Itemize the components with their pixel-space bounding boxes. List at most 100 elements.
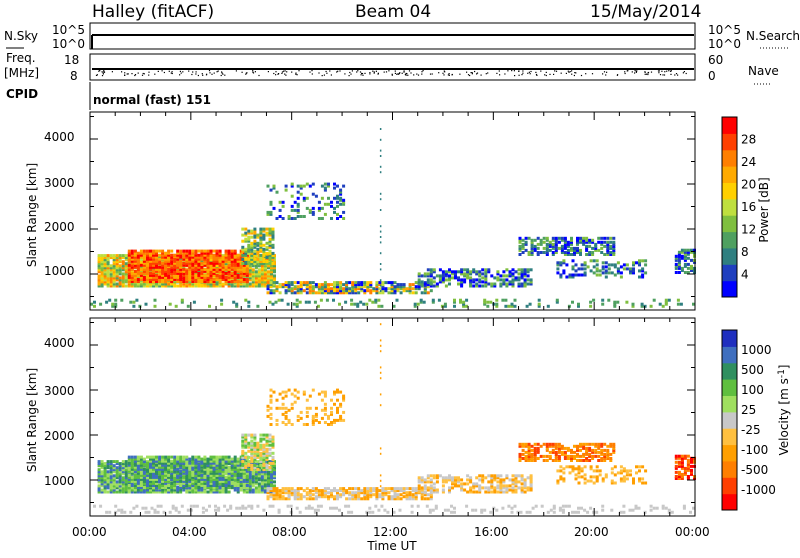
heatmap-cell bbox=[137, 456, 140, 459]
heatmap-cell bbox=[524, 278, 527, 281]
heatmap-cell bbox=[282, 201, 285, 204]
heatmap-cell bbox=[556, 261, 559, 264]
heatmap-cell bbox=[596, 259, 599, 262]
heatmap-cell bbox=[197, 464, 200, 467]
heatmap-cell bbox=[297, 191, 300, 194]
heatmap-cell bbox=[430, 484, 433, 487]
heatmap-cell bbox=[481, 280, 484, 283]
heatmap-cell bbox=[101, 460, 104, 463]
heatmap-cell bbox=[285, 497, 288, 500]
heatmap-cell bbox=[687, 249, 690, 252]
heatmap-cell bbox=[267, 211, 270, 214]
heatmap-cell bbox=[377, 299, 380, 302]
heatmap-cell bbox=[173, 258, 176, 261]
nave-point bbox=[606, 72, 607, 73]
heatmap-cell bbox=[336, 185, 339, 188]
heatmap-cell bbox=[486, 305, 489, 308]
heatmap-cell bbox=[259, 452, 262, 455]
heatmap-cell bbox=[350, 299, 353, 302]
heatmap-cell bbox=[546, 243, 549, 246]
heatmap-cell bbox=[312, 211, 315, 214]
heatmap-cell bbox=[531, 239, 534, 242]
heatmap-cell bbox=[125, 285, 128, 288]
heatmap-cell bbox=[421, 291, 424, 294]
heatmap-cell bbox=[369, 487, 372, 490]
heatmap-cell bbox=[266, 252, 269, 255]
heatmap-cell bbox=[433, 276, 436, 279]
nave-point bbox=[364, 73, 365, 74]
heatmap-cell bbox=[324, 203, 327, 206]
heatmap-cell bbox=[502, 278, 505, 281]
heatmap-cell bbox=[534, 245, 537, 248]
heatmap-cell bbox=[267, 291, 270, 294]
heatmap-cell bbox=[203, 268, 206, 271]
nave-point bbox=[318, 72, 319, 73]
heatmap-cell bbox=[282, 495, 285, 498]
heatmap-cell bbox=[502, 274, 505, 277]
nave-point bbox=[312, 73, 313, 74]
nave-point bbox=[522, 70, 523, 71]
nave-point bbox=[406, 73, 407, 74]
heatmap-cell bbox=[128, 474, 131, 477]
heatmap-cell bbox=[291, 281, 294, 284]
nave-point bbox=[684, 71, 685, 72]
heatmap-cell bbox=[552, 243, 555, 246]
heatmap-cell bbox=[378, 287, 381, 290]
heatmap-cell bbox=[266, 464, 269, 467]
nave-point bbox=[416, 74, 417, 75]
heatmap-cell bbox=[234, 250, 237, 253]
heatmap-cell bbox=[98, 254, 101, 257]
heatmap-cell bbox=[552, 237, 555, 240]
heatmap-cell bbox=[155, 456, 158, 459]
heatmap-cell bbox=[297, 197, 300, 200]
heatmap-cell bbox=[348, 281, 351, 284]
heatmap-cell bbox=[525, 249, 528, 252]
heatmap-cell bbox=[448, 283, 451, 286]
heatmap-cell bbox=[403, 283, 406, 286]
heatmap-cell bbox=[262, 434, 265, 437]
heatmap-cell bbox=[143, 464, 146, 467]
heatmap-cell bbox=[599, 274, 602, 277]
nave-point bbox=[496, 73, 497, 74]
nave-point bbox=[670, 74, 671, 75]
heatmap-cell bbox=[137, 462, 140, 465]
nave-point bbox=[283, 71, 284, 72]
heatmap-cell bbox=[330, 287, 333, 290]
nave-point bbox=[556, 71, 557, 72]
heatmap-cell bbox=[176, 285, 179, 288]
heatmap-cell bbox=[210, 262, 213, 265]
heatmap-cell bbox=[466, 478, 469, 481]
heatmap-cell bbox=[368, 299, 371, 302]
nave-point bbox=[124, 75, 125, 76]
heatmap-cell bbox=[552, 251, 555, 254]
nave-point bbox=[540, 71, 541, 72]
heatmap-cell bbox=[131, 476, 134, 479]
heatmap-cell bbox=[424, 272, 427, 275]
heatmap-cell bbox=[312, 493, 315, 496]
heatmap-cell bbox=[241, 254, 244, 257]
nave-point bbox=[499, 70, 500, 71]
heatmap-cell bbox=[433, 474, 436, 477]
power-ytick-2000: 2000 bbox=[44, 220, 75, 234]
heatmap-cell bbox=[333, 197, 336, 200]
nave-point bbox=[284, 74, 285, 75]
heatmap-cell bbox=[417, 303, 420, 306]
heatmap-cell bbox=[602, 265, 605, 268]
nave-point bbox=[172, 71, 173, 72]
heatmap-cell bbox=[244, 228, 247, 231]
heatmap-cell bbox=[572, 265, 575, 268]
heatmap-cell bbox=[315, 495, 318, 498]
heatmap-cell bbox=[266, 260, 269, 263]
heatmap-cell bbox=[351, 281, 354, 284]
heatmap-cell bbox=[620, 265, 623, 268]
heatmap-cell bbox=[342, 287, 345, 290]
heatmap-cell bbox=[143, 250, 146, 253]
heatmap-cell bbox=[241, 258, 244, 261]
heatmap-cell bbox=[514, 305, 517, 308]
heatmap-cell bbox=[442, 484, 445, 487]
nave-point bbox=[97, 74, 98, 75]
nave-point bbox=[268, 71, 269, 72]
heatmap-cell bbox=[228, 491, 231, 494]
heatmap-cell bbox=[380, 241, 382, 243]
nave-point bbox=[311, 70, 312, 71]
